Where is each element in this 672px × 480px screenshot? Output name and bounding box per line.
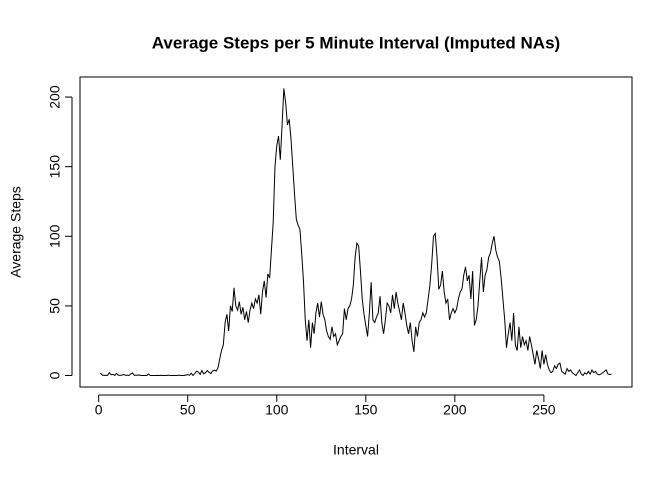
y-tick-label: 200 — [47, 85, 63, 109]
y-tick-label: 50 — [47, 298, 63, 314]
x-tick-label: 250 — [532, 402, 556, 418]
y-tick-label: 0 — [47, 371, 63, 379]
plot-box — [79, 76, 633, 388]
y-tick-label: 100 — [47, 224, 63, 248]
x-tick-label: 200 — [443, 402, 467, 418]
x-tick-label: 50 — [180, 402, 196, 418]
x-tick-label: 150 — [354, 402, 378, 418]
chart-title: Average Steps per 5 Minute Interval (Imp… — [152, 33, 560, 52]
x-tick-label: 0 — [95, 402, 103, 418]
y-axis-label: Average Steps — [8, 186, 24, 278]
x-tick-label: 100 — [265, 402, 289, 418]
y-tick-label: 150 — [47, 155, 63, 179]
data-line — [100, 88, 612, 377]
x-axis-label: Interval — [333, 442, 379, 458]
